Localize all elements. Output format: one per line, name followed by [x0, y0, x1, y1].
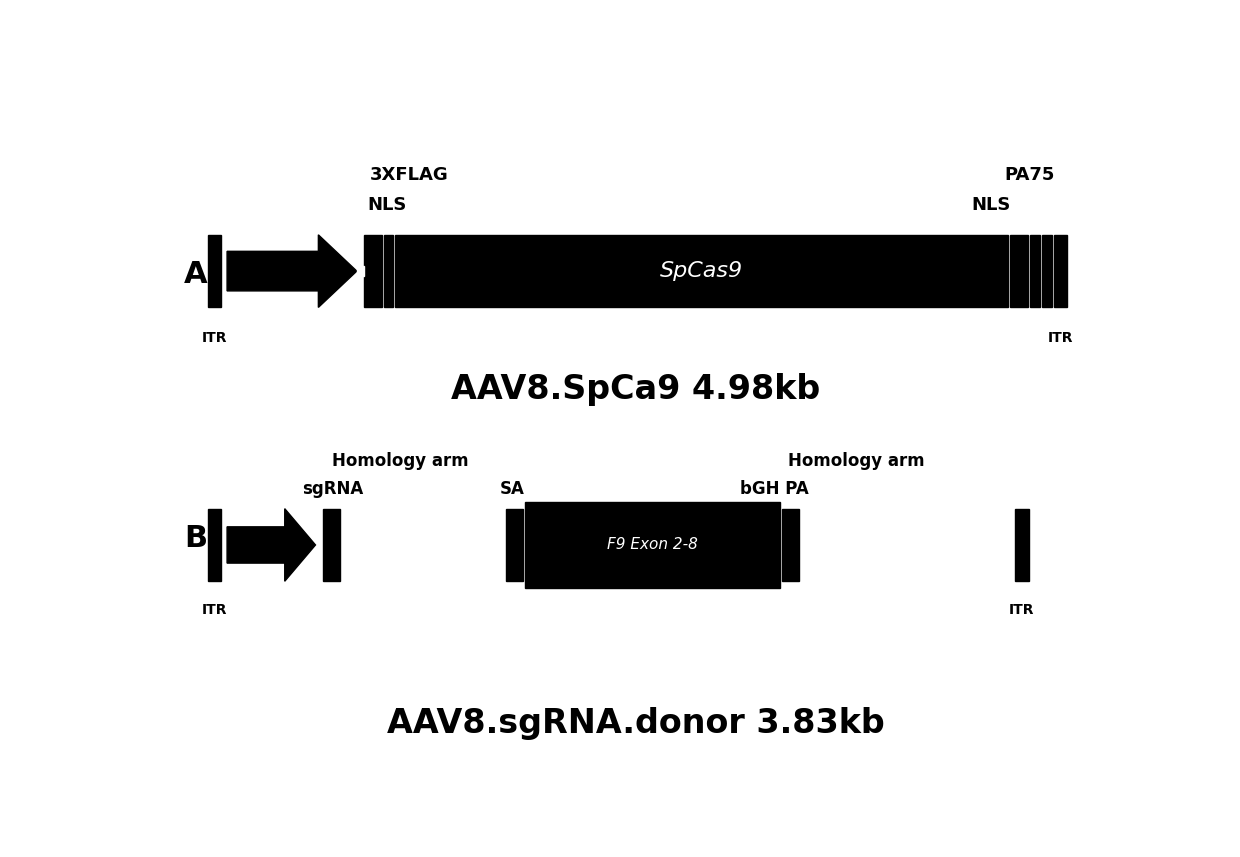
Text: AAV8.SpCa9 4.98kb: AAV8.SpCa9 4.98kb: [451, 374, 820, 406]
Text: Homology arm: Homology arm: [789, 452, 925, 470]
Bar: [1016, 509, 1028, 581]
Text: ITR: ITR: [202, 331, 227, 345]
Text: SA: SA: [500, 480, 525, 498]
Text: ITR: ITR: [202, 603, 227, 617]
Bar: [525, 502, 780, 588]
Text: ITR: ITR: [1048, 331, 1073, 345]
Bar: [208, 509, 221, 581]
Text: AAV8.sgRNA.donor 3.83kb: AAV8.sgRNA.donor 3.83kb: [387, 707, 884, 740]
Bar: [781, 509, 799, 581]
Bar: [396, 235, 1008, 308]
Text: B: B: [184, 524, 207, 553]
Bar: [1029, 235, 1040, 308]
FancyArrow shape: [227, 509, 315, 581]
Text: F9 Exon 2-8: F9 Exon 2-8: [608, 537, 698, 553]
Bar: [365, 235, 382, 308]
Bar: [324, 509, 341, 581]
Text: NLS: NLS: [971, 196, 1011, 214]
Text: NLS: NLS: [368, 196, 407, 214]
Text: Homology arm: Homology arm: [332, 452, 469, 470]
Text: bGH PA: bGH PA: [740, 480, 810, 498]
Bar: [208, 235, 221, 308]
FancyArrow shape: [227, 235, 357, 308]
Bar: [506, 509, 523, 581]
Text: A: A: [184, 260, 207, 289]
Text: SpCas9: SpCas9: [660, 261, 743, 281]
Bar: [1011, 235, 1028, 308]
Bar: [1054, 235, 1066, 308]
Text: PA75: PA75: [1004, 166, 1055, 184]
Bar: [383, 235, 393, 308]
Bar: [357, 266, 365, 277]
Text: sgRNA: sgRNA: [303, 480, 363, 498]
Text: 3XFLAG: 3XFLAG: [371, 166, 449, 184]
Text: ITR: ITR: [1009, 603, 1034, 617]
Bar: [1042, 235, 1052, 308]
